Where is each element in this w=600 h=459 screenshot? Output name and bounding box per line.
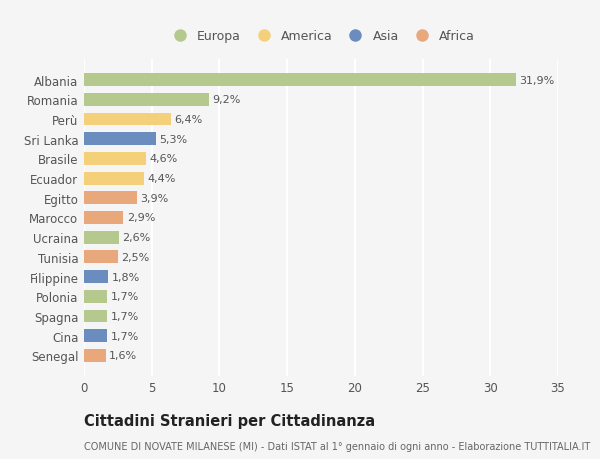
Text: 1,7%: 1,7% xyxy=(110,311,139,321)
Bar xyxy=(84,310,107,323)
Text: 1,7%: 1,7% xyxy=(110,291,139,302)
Text: 1,7%: 1,7% xyxy=(110,331,139,341)
Bar xyxy=(84,172,143,185)
Text: 2,5%: 2,5% xyxy=(121,252,149,263)
Legend: Europa, America, Asia, Africa: Europa, America, Asia, Africa xyxy=(164,28,478,46)
Text: 6,4%: 6,4% xyxy=(174,115,202,125)
Bar xyxy=(84,290,107,303)
Text: 1,6%: 1,6% xyxy=(109,351,137,361)
Bar xyxy=(84,94,209,106)
Bar xyxy=(84,192,137,205)
Bar xyxy=(84,113,170,126)
Bar xyxy=(84,133,156,146)
Text: 31,9%: 31,9% xyxy=(520,75,554,85)
Text: 4,4%: 4,4% xyxy=(147,174,175,184)
Text: Cittadini Stranieri per Cittadinanza: Cittadini Stranieri per Cittadinanza xyxy=(84,413,375,428)
Text: 5,3%: 5,3% xyxy=(159,134,187,145)
Bar xyxy=(84,212,123,224)
Bar xyxy=(84,251,118,264)
Bar xyxy=(84,271,109,283)
Text: 9,2%: 9,2% xyxy=(212,95,241,105)
Bar xyxy=(84,330,107,342)
Text: 2,6%: 2,6% xyxy=(122,233,151,243)
Bar xyxy=(84,74,516,87)
Bar xyxy=(84,231,119,244)
Text: 1,8%: 1,8% xyxy=(112,272,140,282)
Text: 2,9%: 2,9% xyxy=(127,213,155,223)
Bar xyxy=(84,153,146,165)
Text: 3,9%: 3,9% xyxy=(140,193,169,203)
Text: COMUNE DI NOVATE MILANESE (MI) - Dati ISTAT al 1° gennaio di ogni anno - Elabora: COMUNE DI NOVATE MILANESE (MI) - Dati IS… xyxy=(84,441,590,451)
Text: 4,6%: 4,6% xyxy=(149,154,178,164)
Bar xyxy=(84,349,106,362)
